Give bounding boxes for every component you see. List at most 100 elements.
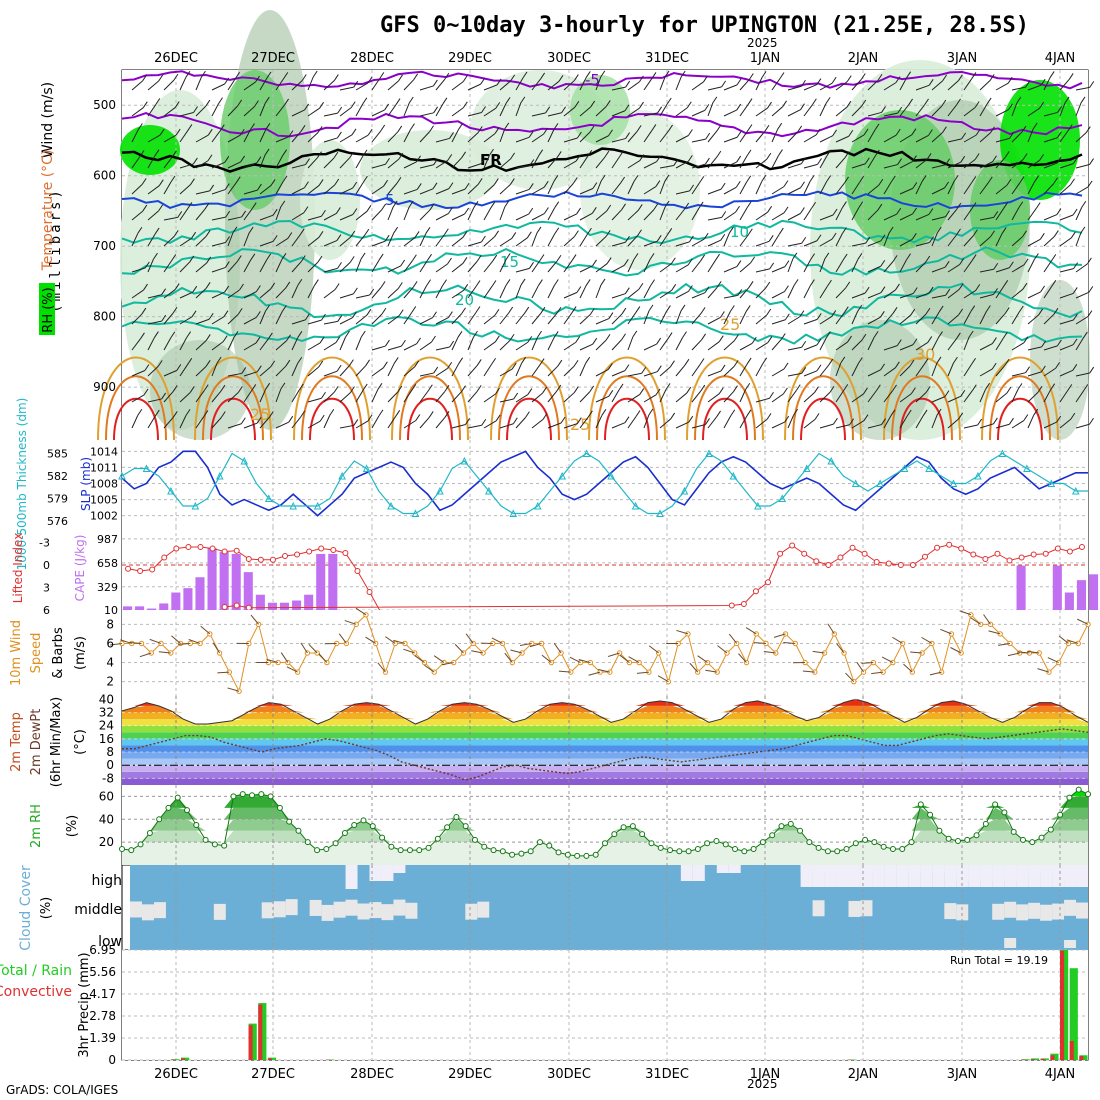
li-marker <box>125 565 132 572</box>
date-label-top: 29DEC <box>448 51 492 66</box>
cloud-high-block <box>848 865 861 887</box>
wind-barb <box>268 411 274 418</box>
wind-barb <box>960 155 966 163</box>
thickness-marker <box>900 464 909 472</box>
rh-marker <box>1010 828 1017 835</box>
wind-barb <box>185 409 191 416</box>
wind-barb <box>241 210 247 218</box>
wind-barb <box>963 182 973 195</box>
wind-barb <box>675 264 689 273</box>
wind-barb <box>639 154 645 161</box>
temp-axis-title-b: 2m DewPt <box>29 709 44 776</box>
wind-barb <box>153 252 158 260</box>
wind-barb <box>224 156 230 163</box>
cloud-mid-block <box>321 904 334 921</box>
wind-barb <box>131 129 139 143</box>
wind-barb <box>746 357 752 365</box>
cloud-high-block <box>692 865 705 881</box>
wind-barb <box>707 416 717 429</box>
wind-barb <box>1027 291 1041 299</box>
wind-barb <box>739 363 748 377</box>
wind-barb <box>1051 280 1057 287</box>
wind-barb <box>435 78 446 91</box>
wind-barb <box>691 138 706 143</box>
wind-barb <box>985 382 991 390</box>
warm-contour <box>506 397 552 441</box>
wind-barb <box>339 365 350 377</box>
wind-barb <box>755 342 769 351</box>
slp-tick-label: 1005 <box>90 494 118 507</box>
wind-barb <box>536 226 542 234</box>
wind-barb <box>515 267 530 273</box>
cloud-high-block <box>968 865 981 887</box>
wind-barb <box>739 389 747 403</box>
rh-marker <box>165 804 172 811</box>
wind-barb <box>513 392 519 400</box>
wind-barb <box>419 164 434 169</box>
wind-barb <box>1011 420 1025 429</box>
wind-barb <box>233 331 239 338</box>
warm-contour <box>604 397 650 441</box>
rh-axis-title: 2m RH <box>29 804 44 848</box>
wind-barb <box>579 131 591 143</box>
wind-barb <box>451 213 465 221</box>
date-label-bottom: 31DEC <box>645 1067 689 1082</box>
wind-barb <box>321 391 326 399</box>
rh-marker <box>992 801 999 808</box>
wind-barb <box>867 209 879 221</box>
wind-barb <box>755 397 770 403</box>
thickness-marker <box>998 449 1007 457</box>
rh-marker <box>648 840 655 847</box>
wind-barb <box>464 182 470 190</box>
wind-barb <box>947 208 958 221</box>
wind-barb <box>556 384 562 392</box>
wind-barb <box>896 207 902 215</box>
wind-barb <box>224 183 230 190</box>
wind-barb <box>428 411 434 418</box>
wind-barb <box>899 293 914 299</box>
wind-barb <box>983 614 991 625</box>
wind-barb <box>435 213 449 221</box>
wind-barb <box>675 208 686 221</box>
wind-barb <box>915 342 929 351</box>
wind-barb <box>483 207 492 221</box>
thickness-marker <box>876 479 884 487</box>
wind-barb <box>527 388 533 395</box>
wind-barb <box>988 630 1001 635</box>
cloud-mid-block <box>1004 901 1017 918</box>
wind-tick-label: 6 <box>106 636 114 650</box>
wind-barb <box>735 205 740 213</box>
wind-barb <box>782 100 787 108</box>
wind-barb <box>771 319 786 325</box>
wind-barb <box>110 642 123 646</box>
wind-barb <box>387 182 398 195</box>
temp-band <box>122 699 1088 706</box>
wind-barb <box>992 155 997 163</box>
wind-tick-label: 4 <box>106 656 114 670</box>
wind-barb <box>595 339 607 351</box>
rh-marker <box>629 823 636 830</box>
wind-barb <box>291 130 302 143</box>
wind-barb <box>553 175 559 182</box>
wind-barb <box>323 370 338 377</box>
li-marker <box>861 550 868 557</box>
rh-marker <box>592 851 599 858</box>
wind-barb <box>435 188 450 195</box>
wind-barb <box>819 258 826 273</box>
precip-legend-convective: Convective <box>0 984 72 1000</box>
thickness-marker <box>1071 486 1080 495</box>
wind-barb <box>577 131 582 139</box>
wind-barb <box>787 390 797 403</box>
wind-barb <box>843 384 849 391</box>
wind-barb <box>195 235 207 247</box>
wind-barb <box>531 186 545 195</box>
wind-barb <box>1034 175 1040 182</box>
wind-barb <box>275 388 282 403</box>
wind-barb <box>563 160 577 169</box>
wind-barb <box>755 130 766 143</box>
wind-barb <box>643 209 655 221</box>
wind-barb <box>1059 369 1073 377</box>
precip-convective-bar <box>1031 1059 1036 1060</box>
wind-barb <box>467 241 482 247</box>
wind-barb <box>718 335 724 342</box>
